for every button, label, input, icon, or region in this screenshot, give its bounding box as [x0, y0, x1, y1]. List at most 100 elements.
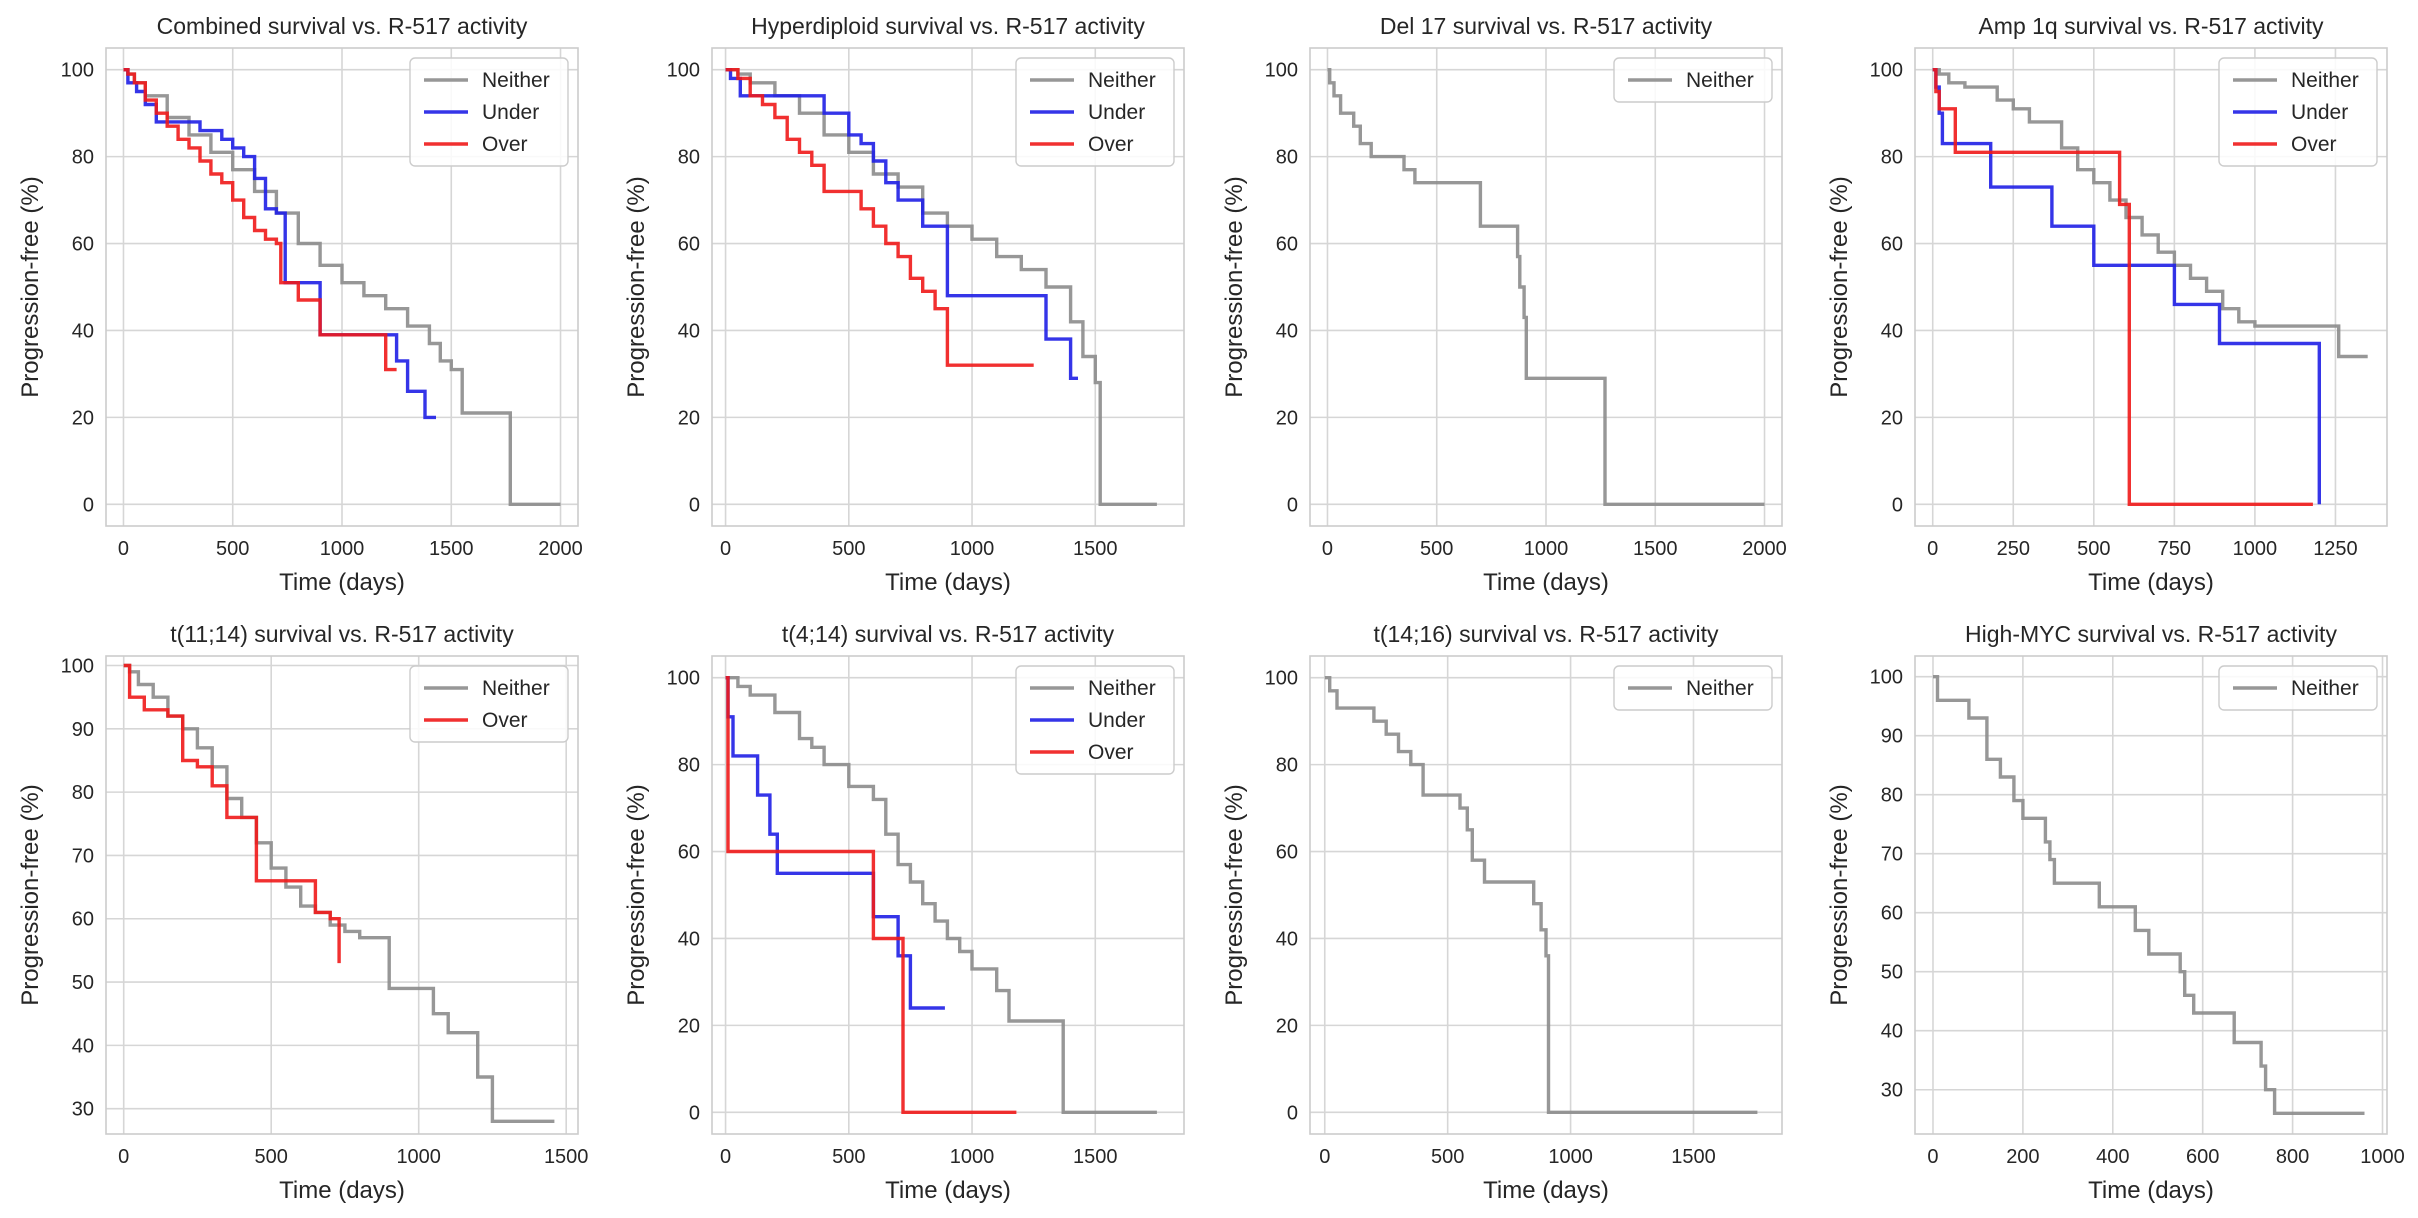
x-tick-label: 0	[720, 1146, 731, 1168]
x-tick-label: 500	[216, 538, 249, 560]
legend-label: Neither	[1088, 69, 1156, 92]
x-tick-label: 500	[832, 1146, 865, 1168]
x-tick-label: 500	[1420, 538, 1453, 560]
series-line-under	[1932, 68, 2321, 505]
legend-label: Neither	[482, 69, 550, 92]
y-tick-label: 60	[72, 909, 94, 931]
y-tick-label: 100	[61, 655, 94, 677]
plot-frame	[711, 655, 1185, 1135]
series-line-neither	[1933, 675, 2365, 1115]
chart-title: t(4;14) survival vs. R-517 activity	[782, 621, 1115, 647]
legend-box	[409, 57, 569, 167]
y-axis-label: Progression-free (%)	[623, 176, 650, 397]
y-axis-label: Progression-free (%)	[1826, 176, 1853, 397]
chart-panel-5: 0 500 1000 1500 30 40 50 60 70 80 90 100 t(11;14) su…	[17, 621, 588, 1204]
y-axis-label: Progression-free (%)	[1221, 784, 1248, 1005]
legend-label: Under	[1088, 101, 1145, 124]
y-axis-label: Progression-free (%)	[1221, 176, 1248, 397]
y-axis-label: Progression-free (%)	[623, 784, 650, 1005]
y-tick-label: 20	[1881, 407, 1903, 429]
series-line-over	[725, 68, 1034, 367]
plot-frame	[105, 47, 579, 527]
y-tick-label: 80	[1881, 147, 1903, 169]
x-tick-label: 600	[2186, 1146, 2219, 1168]
x-tick-label: 2000	[1742, 538, 1787, 560]
x-tick-label: 1000	[1548, 1146, 1593, 1168]
series-line-neither	[123, 663, 555, 1123]
series-line-over	[123, 68, 397, 372]
x-tick-label: 500	[2077, 538, 2110, 560]
x-tick-label: 1250	[2313, 538, 2358, 560]
x-tick-label: 1000	[950, 538, 995, 560]
x-tick-label: 500	[255, 1146, 288, 1168]
legend-label: Neither	[1686, 677, 1754, 700]
x-tick-label: 250	[1997, 538, 2030, 560]
y-tick-label: 70	[1881, 844, 1903, 866]
y-tick-label: 20	[678, 407, 700, 429]
y-tick-label: 20	[678, 1015, 700, 1037]
x-tick-label: 0	[1322, 538, 1333, 560]
y-tick-label: 40	[1881, 1021, 1903, 1043]
y-tick-label: 60	[678, 842, 700, 864]
plot-frame	[1914, 47, 2388, 527]
x-tick-label: 200	[2006, 1146, 2039, 1168]
legend-box	[1015, 665, 1175, 775]
y-tick-label: 80	[1276, 755, 1298, 777]
legend-label: Neither	[2291, 69, 2359, 92]
y-tick-label: 40	[1276, 320, 1298, 342]
chart-title: t(14;16) survival vs. R-517 activity	[1373, 621, 1719, 647]
x-axis-label: Time (days)	[2088, 569, 2214, 596]
y-tick-label: 40	[72, 320, 94, 342]
y-tick-label: 0	[689, 494, 700, 516]
legend-label: Over	[482, 133, 528, 156]
y-tick-label: 40	[72, 1035, 94, 1057]
series-line-neither	[123, 68, 561, 506]
y-tick-label: 0	[689, 1102, 700, 1124]
legend-label: Over	[482, 709, 528, 732]
series-line-under	[123, 68, 436, 420]
y-tick-label: 30	[1881, 1080, 1903, 1102]
chart-panel-8: 0 200 400 600 800 1000 30 40 50 60 70 80 90 100 High-M…	[1826, 621, 2405, 1204]
y-tick-label: 70	[72, 845, 94, 867]
x-tick-label: 0	[118, 538, 129, 560]
x-tick-label: 1500	[1671, 1146, 1716, 1168]
y-tick-label: 40	[1881, 320, 1903, 342]
legend: Neither Under Over	[1015, 57, 1175, 167]
x-axis-label: Time (days)	[279, 1177, 405, 1204]
y-tick-label: 0	[83, 494, 94, 516]
x-tick-label: 400	[2096, 1146, 2129, 1168]
legend-box	[2218, 665, 2378, 711]
legend: Neither Under Over	[1015, 665, 1175, 775]
legend-box	[1613, 665, 1773, 711]
x-tick-label: 0	[118, 1146, 129, 1168]
chart-title: High-MYC survival vs. R-517 activity	[1965, 621, 2337, 647]
y-tick-label: 90	[1881, 726, 1903, 748]
y-tick-label: 60	[678, 234, 700, 256]
chart-title: t(11;14) survival vs. R-517 activity	[170, 621, 514, 647]
y-tick-label: 90	[72, 719, 94, 741]
y-tick-label: 0	[1287, 494, 1298, 516]
y-tick-label: 50	[72, 972, 94, 994]
y-tick-label: 40	[678, 320, 700, 342]
y-tick-label: 100	[1870, 60, 1903, 82]
y-tick-label: 60	[1276, 842, 1298, 864]
x-tick-label: 0	[1319, 1146, 1330, 1168]
x-tick-label: 0	[1927, 538, 1938, 560]
chart-title: Del 17 survival vs. R-517 activity	[1380, 13, 1713, 39]
x-axis-label: Time (days)	[885, 569, 1011, 596]
x-axis-label: Time (days)	[885, 1177, 1011, 1204]
x-tick-label: 2000	[538, 538, 583, 560]
y-tick-label: 40	[1276, 928, 1298, 950]
y-tick-label: 30	[72, 1099, 94, 1121]
legend-box	[409, 665, 569, 743]
legend: Neither	[2218, 665, 2378, 711]
y-tick-label: 60	[1276, 234, 1298, 256]
chart-title: Combined survival vs. R-517 activity	[157, 13, 528, 39]
series-line-neither	[1324, 676, 1758, 1114]
y-tick-label: 0	[1892, 494, 1903, 516]
y-tick-label: 20	[1276, 1015, 1298, 1037]
x-axis-label: Time (days)	[1483, 569, 1609, 596]
y-tick-label: 60	[72, 234, 94, 256]
legend: Neither Over	[409, 665, 569, 743]
